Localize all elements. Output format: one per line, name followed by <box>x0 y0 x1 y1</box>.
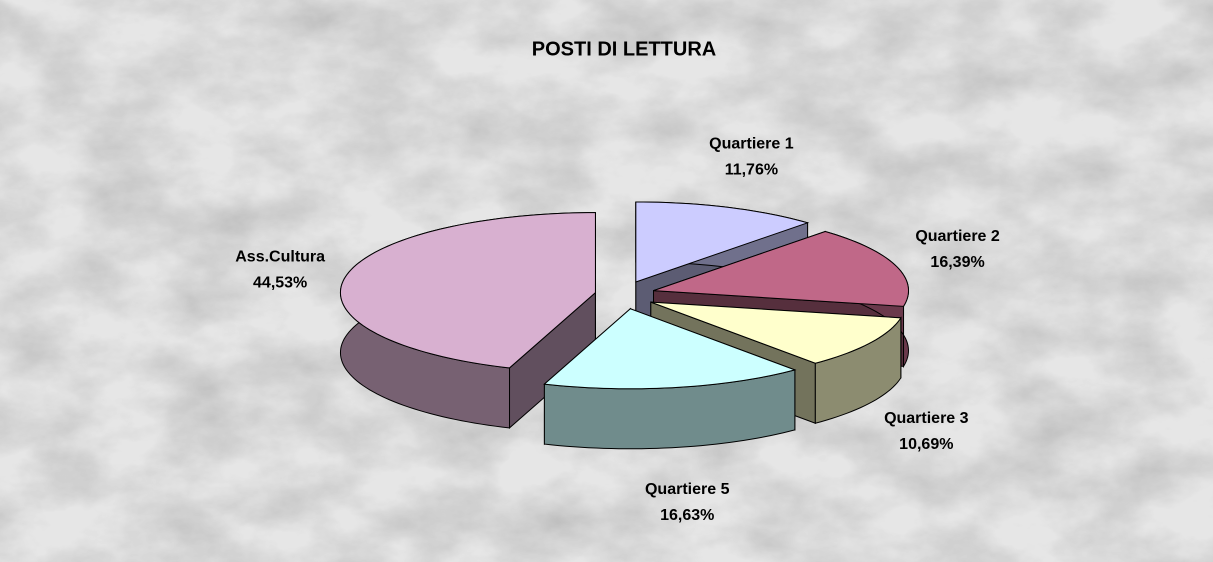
slice-label: Ass.Cultura <box>235 249 325 266</box>
slice-value-label: 16,63% <box>660 507 714 524</box>
chart-title: POSTI DI LETTURA <box>532 38 716 60</box>
slice-label: Quartiere 2 <box>915 228 1000 245</box>
slice-top <box>653 230 909 307</box>
slice-value-label: 44,53% <box>253 275 307 292</box>
slice-label: Quartiere 5 <box>645 481 730 498</box>
slice-value-label: 11,76% <box>725 161 778 178</box>
slice-top <box>339 212 596 369</box>
slice-value-label: 16,39% <box>930 254 984 271</box>
slice-label: Quartiere 3 <box>884 410 969 427</box>
slice-top <box>650 301 902 364</box>
slice-value-label: 10,69% <box>899 436 953 453</box>
slice-top <box>543 308 797 390</box>
slice-top <box>635 201 810 283</box>
slice-label: Quartiere 1 <box>709 135 794 152</box>
